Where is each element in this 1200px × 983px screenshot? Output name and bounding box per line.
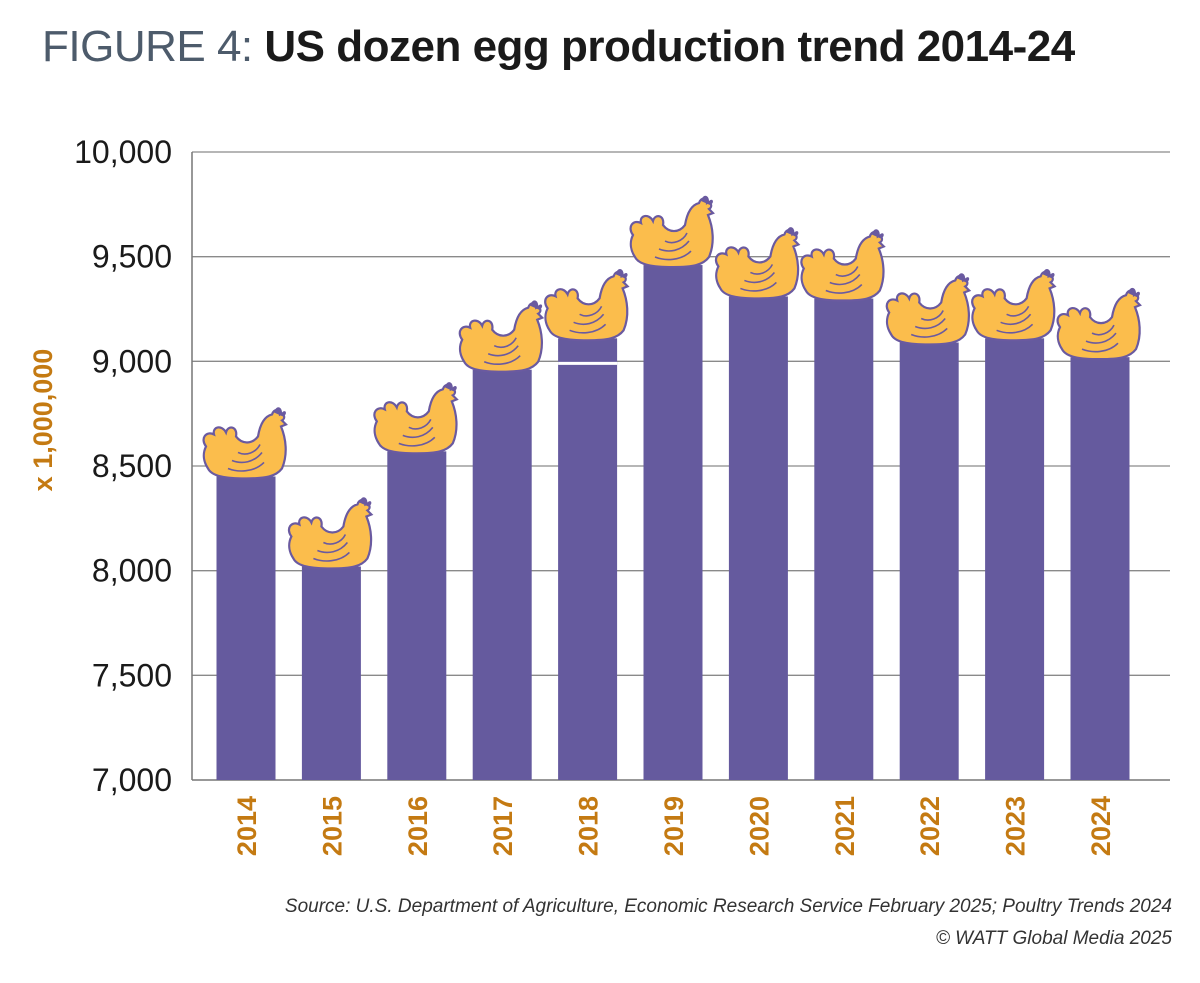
x-tick-label: 2024 bbox=[1086, 796, 1116, 856]
x-tick-label: 2014 bbox=[232, 796, 262, 856]
y-axis-label: x 1,000,000 bbox=[28, 349, 58, 492]
hen-body bbox=[373, 383, 459, 455]
hen-icon bbox=[885, 273, 972, 346]
bar-2018 bbox=[558, 338, 618, 780]
bar-2016 bbox=[387, 451, 447, 780]
hen-wing bbox=[740, 264, 777, 292]
hen-body bbox=[714, 228, 801, 300]
hen-icon bbox=[544, 269, 630, 342]
hen-comb bbox=[1042, 269, 1055, 279]
hen-wing bbox=[569, 305, 607, 334]
hen-body bbox=[1056, 289, 1142, 361]
hen-body bbox=[971, 270, 1057, 342]
hen-body bbox=[544, 270, 630, 342]
bar-2024 bbox=[1070, 357, 1130, 780]
x-tick-label: 2017 bbox=[488, 796, 518, 856]
hen-comb bbox=[871, 229, 884, 239]
hen-icon bbox=[714, 227, 801, 300]
bar-2021 bbox=[814, 298, 874, 780]
source-note: Source: U.S. Department of Agriculture, … bbox=[284, 896, 1172, 917]
hen-icon bbox=[458, 300, 545, 373]
y-tick-label: 7,000 bbox=[92, 762, 172, 798]
chart-title: FIGURE 4: US dozen egg production trend … bbox=[42, 22, 1075, 72]
hen-icon bbox=[287, 497, 374, 570]
bar-2015 bbox=[301, 566, 361, 780]
hen-icon bbox=[629, 195, 715, 269]
x-tick-label: 2015 bbox=[317, 796, 347, 856]
hen-body bbox=[202, 408, 288, 480]
x-tick-label: 2023 bbox=[1001, 796, 1031, 856]
hen-comb bbox=[786, 227, 799, 237]
hen-body bbox=[287, 498, 374, 570]
hen-icon bbox=[373, 382, 459, 455]
hen-comb bbox=[530, 300, 543, 310]
x-tick-label: 2016 bbox=[403, 796, 433, 856]
hen-comb bbox=[957, 273, 970, 283]
hen-wing bbox=[1081, 324, 1119, 353]
hen-wing bbox=[483, 337, 521, 366]
hen-wing bbox=[398, 418, 436, 447]
hen-wing bbox=[654, 232, 692, 261]
hen-wing bbox=[996, 305, 1034, 334]
hen-comb bbox=[701, 195, 713, 206]
bar-2019 bbox=[643, 265, 703, 780]
hen-wing bbox=[910, 310, 948, 338]
bar-2017 bbox=[472, 369, 532, 780]
y-tick-label: 8,500 bbox=[92, 448, 172, 484]
hen-body bbox=[885, 274, 972, 346]
x-tick-label: 2021 bbox=[830, 796, 860, 856]
hen-comb bbox=[274, 407, 286, 417]
title-text: US dozen egg production trend 2014-24 bbox=[264, 22, 1075, 71]
hen-body bbox=[800, 230, 886, 302]
bar-2020 bbox=[728, 296, 788, 780]
bar-2014 bbox=[216, 476, 276, 780]
bar-2022 bbox=[899, 342, 959, 780]
hen-icon bbox=[1056, 287, 1142, 361]
hen-comb bbox=[1128, 287, 1140, 298]
hen-wing bbox=[825, 266, 863, 294]
y-tick-label: 10,000 bbox=[74, 134, 172, 170]
y-tick-label: 9,000 bbox=[92, 343, 172, 379]
copyright-note: © WATT Global Media 2025 bbox=[935, 928, 1172, 949]
x-tick-label: 2022 bbox=[915, 796, 945, 856]
hen-comb bbox=[615, 269, 628, 279]
hen-wing bbox=[227, 444, 265, 472]
bar-2023 bbox=[985, 338, 1045, 780]
hen-icon bbox=[800, 229, 886, 302]
hen-icon bbox=[971, 269, 1057, 342]
x-tick-label: 2019 bbox=[659, 796, 689, 856]
hen-comb bbox=[444, 382, 457, 392]
y-tick-label: 9,500 bbox=[92, 239, 172, 275]
x-tick-label: 2018 bbox=[574, 796, 604, 856]
hen-icon bbox=[202, 407, 288, 480]
y-tick-label: 7,500 bbox=[92, 657, 172, 693]
hen-wing bbox=[313, 534, 350, 562]
figure-label: FIGURE 4: bbox=[42, 22, 253, 71]
hen-body bbox=[629, 197, 715, 269]
y-tick-label: 8,000 bbox=[92, 553, 172, 589]
hen-comb bbox=[359, 497, 372, 507]
x-tick-label: 2020 bbox=[744, 796, 774, 856]
hen-body bbox=[458, 302, 545, 373]
